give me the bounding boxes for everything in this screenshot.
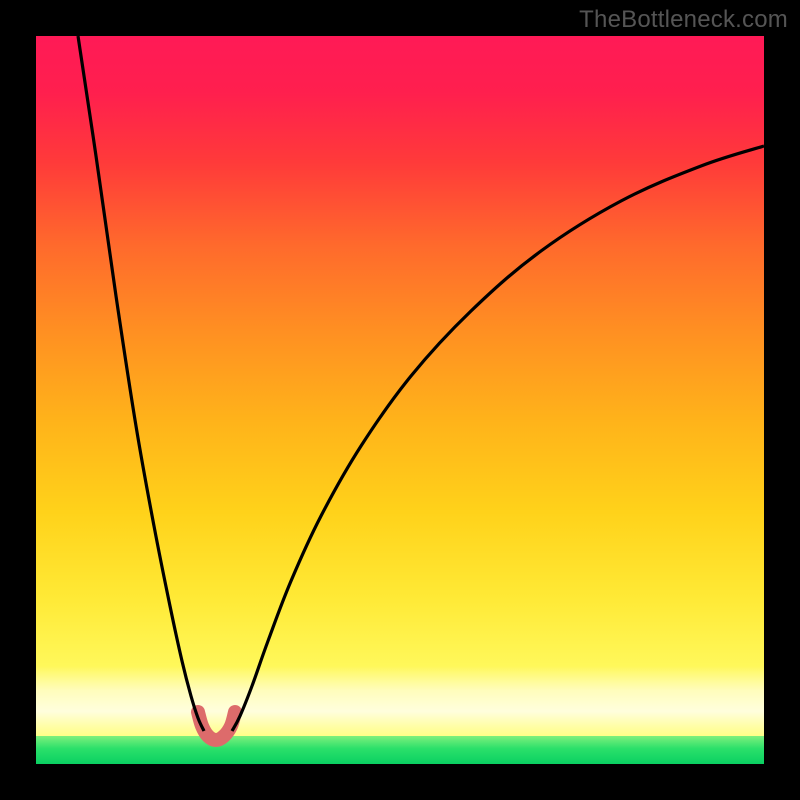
curve-left	[78, 36, 204, 731]
plot-inner	[36, 36, 764, 764]
watermark-text: TheBottleneck.com	[579, 6, 788, 34]
u-marker	[198, 712, 235, 740]
chart-stage: TheBottleneck.com	[0, 0, 800, 800]
curve-right	[232, 146, 764, 731]
curve-layer	[36, 36, 764, 764]
